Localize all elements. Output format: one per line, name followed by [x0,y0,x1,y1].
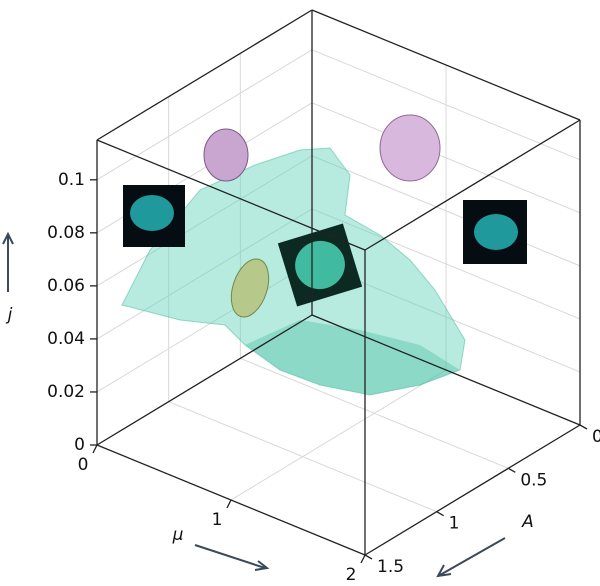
box-edge [96,139,366,251]
box-edge [364,424,581,556]
y-tick-label: 1 [449,514,460,534]
axis-arrow [2,231,14,292]
grid-line [96,49,313,181]
grid-line [168,401,437,513]
axis-arrow [194,544,270,571]
cluster [203,128,249,182]
z-tick-label: 0.02 [47,382,85,402]
x-tick [360,554,366,564]
z-tick-label: 0.04 [47,329,85,349]
image-blob [295,240,345,290]
y-tick [436,511,444,517]
z-tick-label: 0 [74,435,85,455]
box-edge [364,119,581,251]
y-tick [364,554,373,560]
box-edge [96,314,313,446]
cluster [379,114,441,182]
y-tick-label: 1.5 [377,557,404,577]
image-blob [474,214,518,250]
z-tick-label: 0.06 [47,276,85,296]
surface-fold [245,320,460,395]
x-tick-label: 2 [346,565,357,582]
z-tick-label: 0.08 [47,223,85,243]
x-tick-label: 0 [78,455,89,475]
grid-line [96,208,313,340]
grid-line [96,261,313,393]
axis-arrow [436,537,506,578]
grid-line [240,357,509,469]
z-tick-label: 0.1 [58,170,85,190]
x-axis-label: μ [172,525,184,545]
y-tick-label: 0 [592,427,600,447]
image-inset-rotated [277,223,363,307]
grid-line [230,369,447,501]
box-edge [96,9,313,141]
x-tick [92,444,98,454]
x-tick-label: 1 [212,510,223,530]
y-axis-label: A [521,512,534,532]
y-tick [579,424,588,430]
grid-line [96,155,313,287]
image-blob [130,195,174,231]
z-axis-label: j [6,305,13,325]
x-tick [226,499,232,509]
y-tick [508,467,516,473]
box-edge [311,314,581,426]
box-edge [311,9,581,121]
y-tick-label: 0.5 [520,470,547,490]
box-layer: 0 0.02 0.04 0.06 0.08 0.1 0 1 2 0 0.5 1 1.5 [47,9,600,585]
cluster [230,258,270,318]
